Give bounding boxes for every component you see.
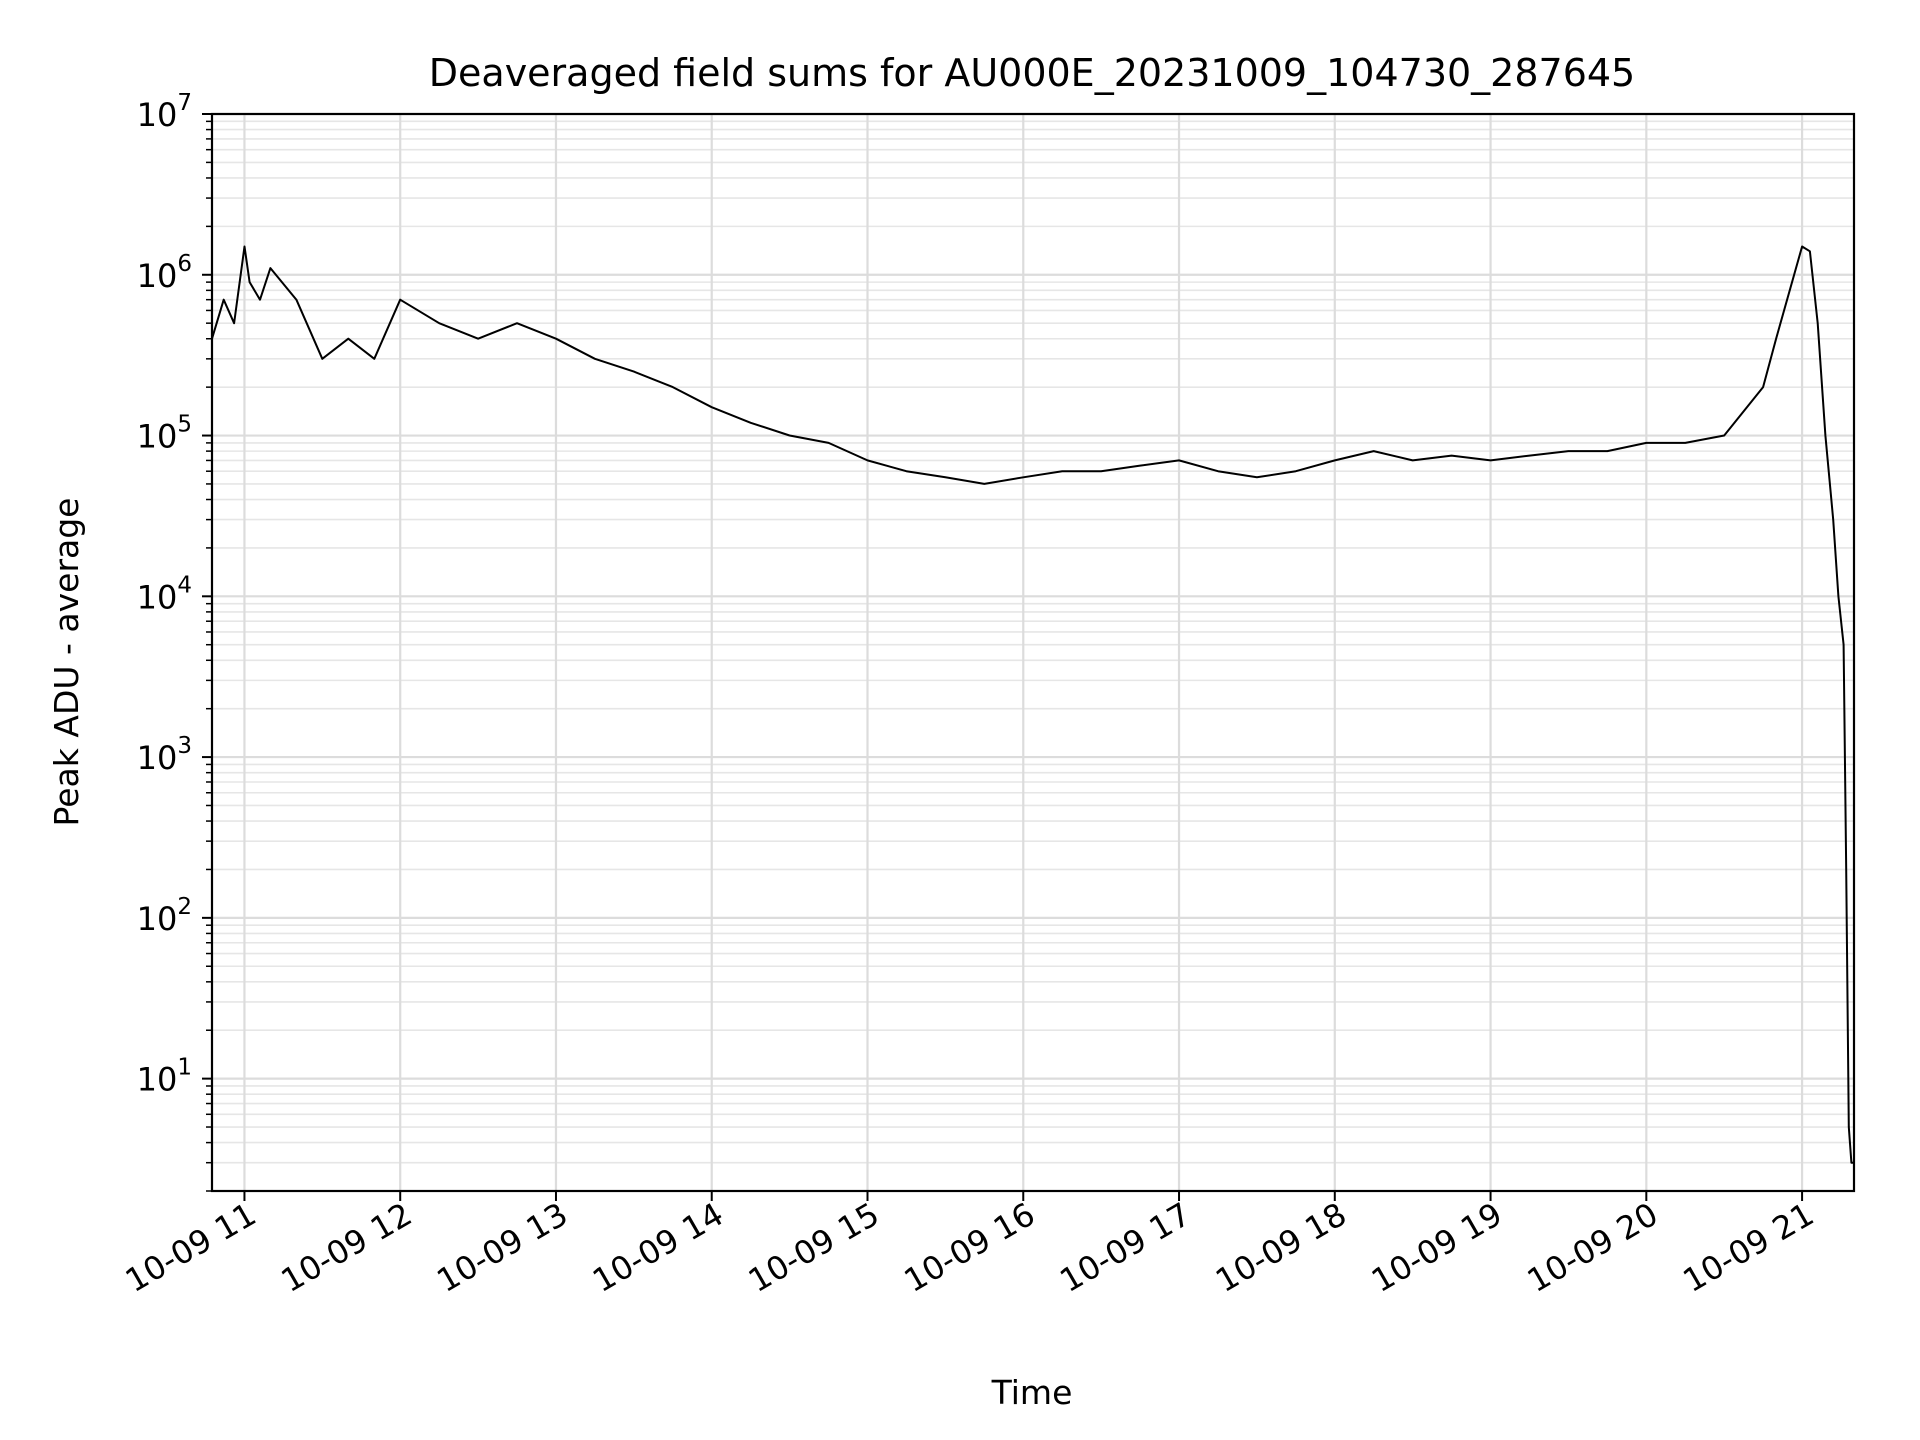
y-tick-label-exponent: 3 <box>177 733 192 759</box>
y-tick-label-exponent: 2 <box>177 894 192 920</box>
y-tick-label: 106 <box>137 251 192 295</box>
y-tick-label-exponent: 7 <box>177 90 192 116</box>
y-tick-label: 104 <box>137 572 192 616</box>
y-tick-label-base: 10 <box>137 1061 178 1099</box>
y-tick-label: 105 <box>137 412 192 456</box>
y-tick-label: 107 <box>137 90 192 134</box>
y-tick-label: 103 <box>137 733 192 777</box>
y-tick-label-exponent: 5 <box>177 412 192 438</box>
y-axis-label: Peak ADU - average <box>47 498 86 827</box>
x-axis-label: Time <box>991 1373 1073 1412</box>
y-tick-label-base: 10 <box>137 418 178 456</box>
y-tick-label-base: 10 <box>137 257 178 295</box>
y-tick-label-exponent: 1 <box>177 1055 192 1081</box>
y-tick-label-base: 10 <box>137 900 178 938</box>
series-line <box>211 245 1854 1164</box>
y-tick-label: 102 <box>137 894 192 938</box>
y-tick-label-exponent: 6 <box>177 251 192 277</box>
grid <box>212 112 1854 1192</box>
y-tick-label-exponent: 4 <box>177 572 192 598</box>
y-tick-label-base: 10 <box>137 96 178 134</box>
y-tick-label-base: 10 <box>137 739 178 777</box>
series-layer <box>211 245 1854 1164</box>
y-tick-label: 101 <box>137 1055 192 1099</box>
chart-title: Deaveraged field sums for AU000E_2023100… <box>429 51 1635 95</box>
y-tick-label-base: 10 <box>137 578 178 616</box>
axes-frame <box>210 112 1856 1193</box>
